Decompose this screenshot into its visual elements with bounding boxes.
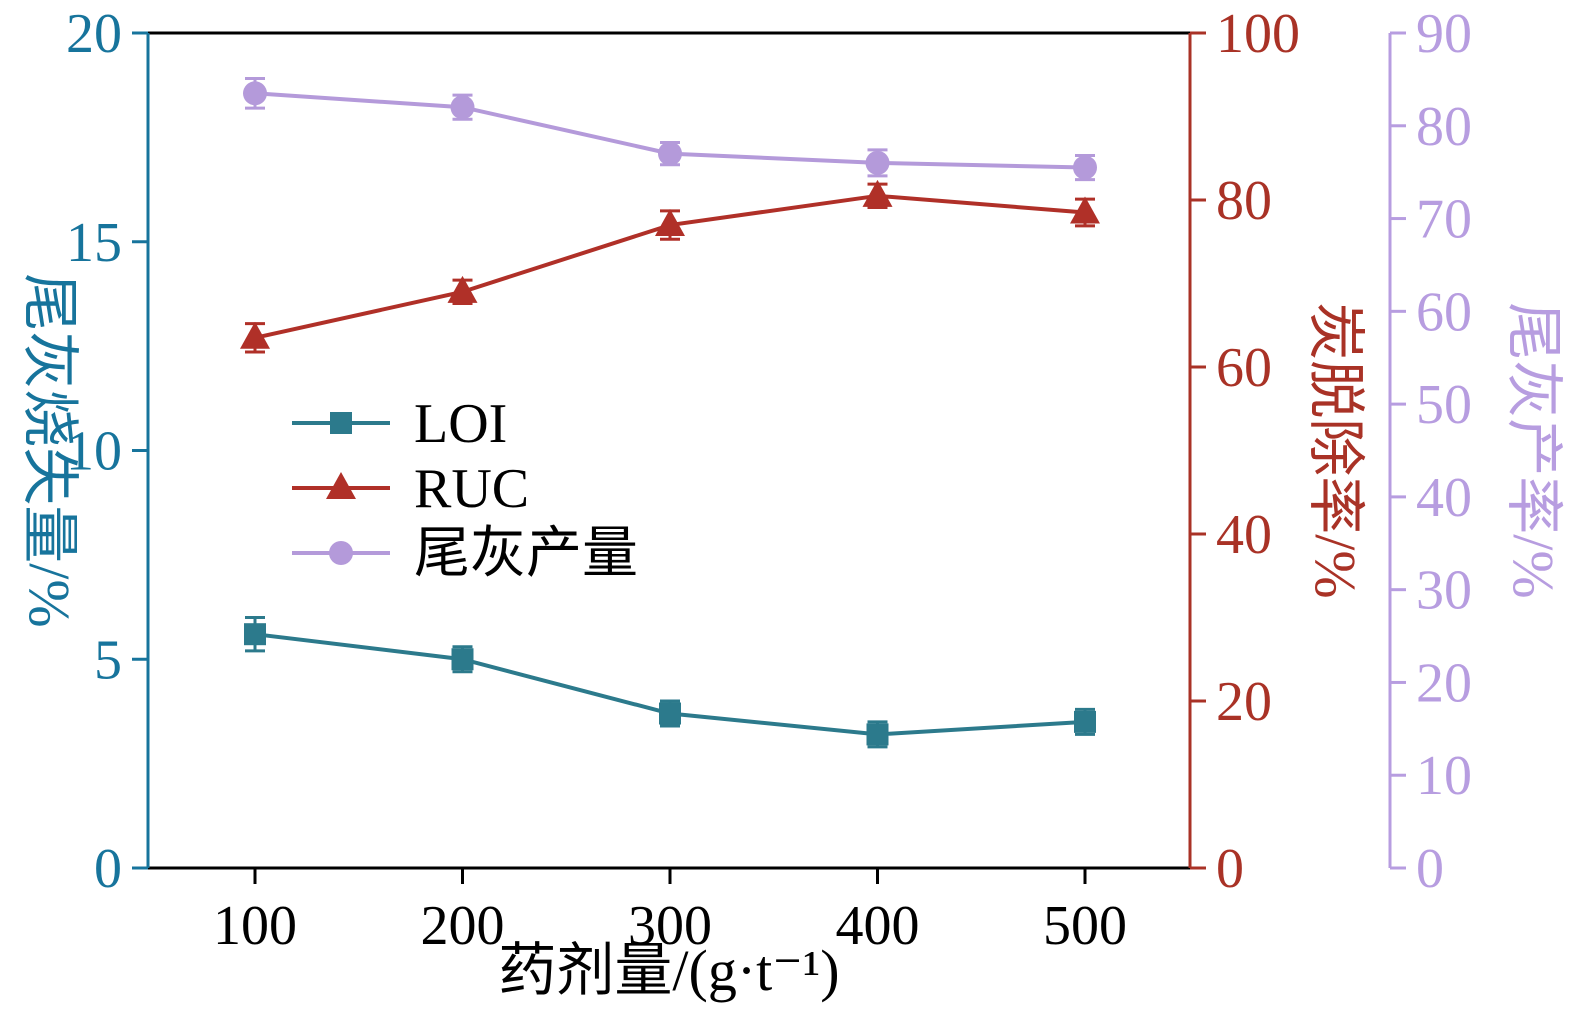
data-point-marker: [866, 723, 889, 746]
left-tick-label: 5: [94, 629, 122, 691]
data-point-marker: [862, 179, 893, 207]
legend-marker: [329, 541, 353, 565]
legend-label: 尾灰产量: [414, 523, 638, 585]
right2-tick-label: 50: [1416, 374, 1472, 436]
legend-item-RUC: RUC: [292, 458, 529, 520]
right2-tick-label: 30: [1416, 560, 1472, 622]
data-point-marker: [450, 95, 475, 120]
legend-label: RUC: [414, 458, 529, 520]
right2-tick-label: 80: [1416, 96, 1472, 158]
right1-tick-label: 100: [1216, 3, 1300, 65]
data-point-marker: [240, 321, 270, 349]
right2-tick-label: 0: [1416, 838, 1444, 900]
x-axis-title: 药剂量/(g·t⁻¹): [498, 938, 839, 1003]
right2-tick-label: 20: [1416, 652, 1472, 714]
legend-item-LOI: LOI: [292, 393, 507, 455]
right2-tick-label: 60: [1416, 281, 1472, 343]
x-tick-label: 400: [836, 895, 920, 957]
data-point-marker: [655, 209, 685, 237]
data-point-marker: [243, 81, 267, 106]
left-tick-label: 20: [66, 3, 122, 65]
right1-tick-label: 40: [1216, 504, 1272, 566]
legend-marker: [326, 472, 356, 499]
left-tick-label: 15: [66, 212, 122, 274]
right2-tick-label: 70: [1416, 189, 1472, 251]
x-tick-label: 100: [213, 895, 297, 957]
data-point-marker: [447, 275, 478, 303]
x-tick-label: 300: [628, 895, 712, 957]
data-point-marker: [659, 702, 681, 725]
right2-tick-label: 10: [1416, 745, 1472, 807]
right2-axis-title: 尾灰产率/%: [1501, 302, 1566, 598]
right1-tick-label: 60: [1216, 337, 1272, 399]
x-tick-label: 500: [1043, 895, 1127, 957]
data-point-marker: [1073, 155, 1097, 180]
legend-label: LOI: [414, 393, 507, 455]
data-point-marker: [451, 648, 474, 671]
x-tick-label: 200: [421, 895, 505, 957]
right1-tick-label: 0: [1216, 838, 1244, 900]
data-point-marker: [1070, 196, 1100, 224]
data-point-marker: [244, 623, 266, 646]
series-RUC: [240, 179, 1100, 354]
legend-item-尾灰产量: 尾灰产量: [292, 523, 638, 585]
right1-tick-label: 80: [1216, 170, 1272, 232]
data-point-marker: [658, 141, 682, 166]
right1-tick-label: 20: [1216, 671, 1272, 733]
left-tick-label: 0: [94, 838, 122, 900]
right2-tick-label: 40: [1416, 467, 1472, 529]
left-axis-title: 尾灰烧失量/%: [17, 273, 82, 627]
series-LOI: [244, 616, 1096, 749]
x-axis: 100 200 300 400 500 药剂量/(g·t⁻¹): [213, 868, 1127, 1003]
right-axis-2: 0 10 20 30 40 50 60 70 80 90 尾灰产率/%: [1388, 3, 1566, 900]
data-point-marker: [865, 150, 890, 175]
right2-tick-label: 90: [1416, 3, 1472, 65]
left-axis: 0 5 10 15 20 尾灰烧失量/%: [17, 3, 150, 900]
right-axis-1: 0 20 40 60 80 100 炭脱除率/%: [1188, 3, 1368, 900]
left-tick-label: 10: [66, 421, 122, 483]
legend-marker: [330, 412, 352, 434]
right1-axis-title: 炭脱除率/%: [1303, 302, 1368, 598]
series-尾灰产量: [243, 76, 1097, 182]
data-point-marker: [1074, 710, 1096, 733]
